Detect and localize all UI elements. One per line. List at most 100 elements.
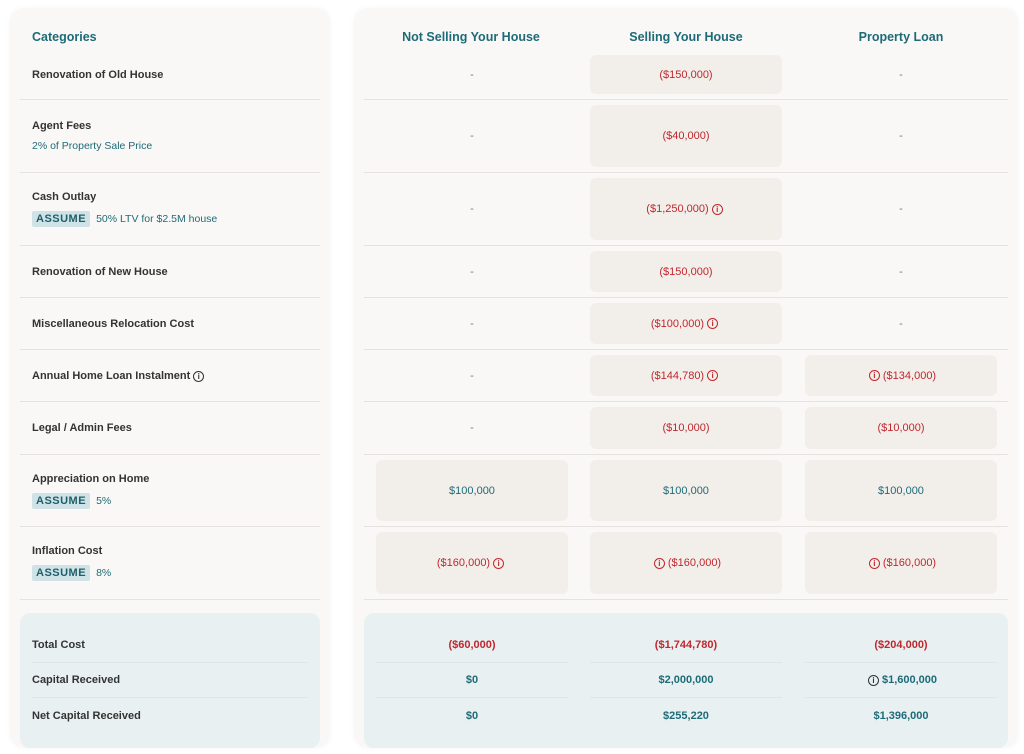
comparison-panel: Not Selling Your House Selling Your Hous…: [354, 8, 1018, 748]
category-row: Annual Home Loan Instalment i: [20, 350, 320, 402]
cell-value: ($1,744,780): [654, 639, 718, 651]
cell-value: ($160,000): [882, 557, 937, 569]
value-row: $100,000 $100,000 $100,000: [364, 455, 1008, 527]
assume-badge: ASSUME: [32, 565, 91, 581]
value-cell: ($100,000) i: [590, 303, 782, 344]
assume-badge: ASSUME: [32, 492, 91, 509]
cell-value: ($150,000): [659, 265, 713, 278]
cell-value: ($160,000): [436, 557, 491, 569]
info-icon[interactable]: i: [711, 203, 723, 215]
value-cell: $100,000: [590, 460, 782, 521]
category-subtext: ASSUME 8%: [32, 565, 320, 581]
info-icon[interactable]: i: [707, 370, 719, 381]
value-cell: -: [376, 355, 568, 396]
info-icon[interactable]: i: [868, 370, 880, 381]
value-row: - ($144,780) i i ($134,000): [364, 350, 1008, 402]
value-cell: ($160,000) i: [376, 532, 568, 594]
category-subtext: 2% of Property Sale Price: [32, 140, 320, 152]
value-cell: ($10,000): [590, 407, 782, 449]
cell-value: ($134,000): [882, 369, 937, 382]
value-cell: $100,000: [805, 460, 997, 521]
category-label-text: Renovation of Old House: [32, 68, 164, 81]
category-label: Miscellaneous Relocation Cost: [32, 318, 320, 330]
summary-label: Total Cost: [32, 639, 85, 651]
value-cell: -: [376, 55, 568, 94]
cell-value: ($144,780): [650, 369, 705, 382]
cell-value: ($10,000): [877, 422, 925, 434]
cell-value: -: [899, 265, 903, 278]
value-cell: -: [376, 251, 568, 292]
category-label-text: Agent Fees: [32, 120, 92, 132]
category-label: Renovation of Old House: [32, 69, 320, 81]
category-label: Renovation of New House: [32, 266, 320, 278]
value-cell: ($150,000): [590, 251, 782, 292]
cell-value: -: [899, 203, 903, 215]
summary-value: $0: [376, 698, 568, 733]
cell-value: -: [899, 68, 903, 81]
summary-value: $2,000,000: [590, 663, 782, 698]
column-header-selling: Selling Your House: [629, 30, 743, 44]
value-cell: -: [376, 105, 568, 167]
cell-value: $100,000: [878, 484, 924, 497]
summary-label: Capital Received: [32, 674, 121, 686]
cell-value: -: [470, 265, 474, 278]
summary-value: $255,220: [590, 698, 782, 733]
info-icon[interactable]: i: [867, 674, 879, 686]
summary-label: Net Capital Received: [32, 709, 141, 722]
value-row: ($160,000) i i ($160,000) i ($160,000): [364, 527, 1008, 600]
summary-labels: Total Cost Capital Received Net Capital Re…: [20, 613, 320, 748]
category-label: Annual Home Loan Instalment i: [32, 370, 320, 382]
category-label: Agent Fees: [32, 120, 320, 132]
summary-value: ($1,744,780): [590, 628, 782, 663]
value-cell: ($1,250,000) i: [590, 178, 782, 240]
value-row: - ($150,000) -: [364, 50, 1008, 100]
category-subtext: ASSUME 5%: [32, 492, 320, 509]
cell-value: -: [470, 422, 474, 434]
category-label-text: Legal / Admin Fees: [32, 422, 132, 434]
cell-value: -: [470, 130, 474, 142]
cell-value: ($150,000): [659, 68, 713, 81]
info-icon[interactable]: i: [493, 557, 505, 569]
cell-value: ($1,250,000): [646, 203, 709, 215]
value-cell: ($40,000): [590, 105, 782, 167]
category-row: Appreciation on Home ASSUME 5%: [20, 455, 320, 527]
cell-value: $0: [465, 709, 479, 722]
value-cell: -: [805, 105, 997, 167]
summary-value: $1,396,000: [805, 698, 997, 733]
value-cell: -: [376, 303, 568, 344]
info-icon[interactable]: i: [707, 318, 719, 329]
category-label-text: Inflation Cost: [32, 545, 103, 557]
info-icon[interactable]: i: [653, 557, 665, 569]
info-icon[interactable]: i: [193, 370, 205, 382]
summary-value: ($204,000): [805, 628, 997, 663]
summary-value: i $1,600,000: [805, 663, 997, 698]
category-subtext: ASSUME 50% LTV for $2.5M house: [32, 211, 320, 227]
info-icon[interactable]: i: [868, 557, 880, 569]
cell-value: $100,000: [449, 484, 495, 497]
value-row: - ($10,000) ($10,000): [364, 402, 1008, 455]
cell-value: $0: [465, 674, 479, 686]
cell-value: ($100,000): [650, 317, 705, 330]
summary-value: ($60,000): [376, 628, 568, 663]
category-note: 8%: [96, 567, 112, 579]
cell-value: $100,000: [663, 484, 709, 497]
column-header-property-loan: Property Loan: [858, 30, 944, 44]
cell-value: ($204,000): [874, 639, 928, 651]
category-row: Agent Fees 2% of Property Sale Price: [20, 100, 320, 173]
cell-value: ($60,000): [448, 639, 496, 651]
summary-value: $0: [376, 663, 568, 698]
column-header-not-selling: Not Selling Your House: [402, 30, 540, 44]
value-cell: ($144,780) i: [590, 355, 782, 396]
value-cell: -: [805, 178, 997, 240]
value-cell: -: [376, 407, 568, 449]
cell-value: -: [470, 203, 474, 215]
category-note: 5%: [96, 494, 112, 507]
value-cell: ($10,000): [805, 407, 997, 449]
categories-header: Categories: [32, 30, 97, 44]
category-row: Inflation Cost ASSUME 8%: [20, 527, 320, 600]
category-row: Cash Outlay ASSUME 50% LTV for $2.5M house: [20, 173, 320, 246]
summary-row: Net Capital Received: [32, 698, 308, 733]
cell-value: ($40,000): [662, 130, 710, 142]
category-note: 50% LTV for $2.5M house: [96, 213, 218, 225]
value-cell: -: [805, 303, 997, 344]
